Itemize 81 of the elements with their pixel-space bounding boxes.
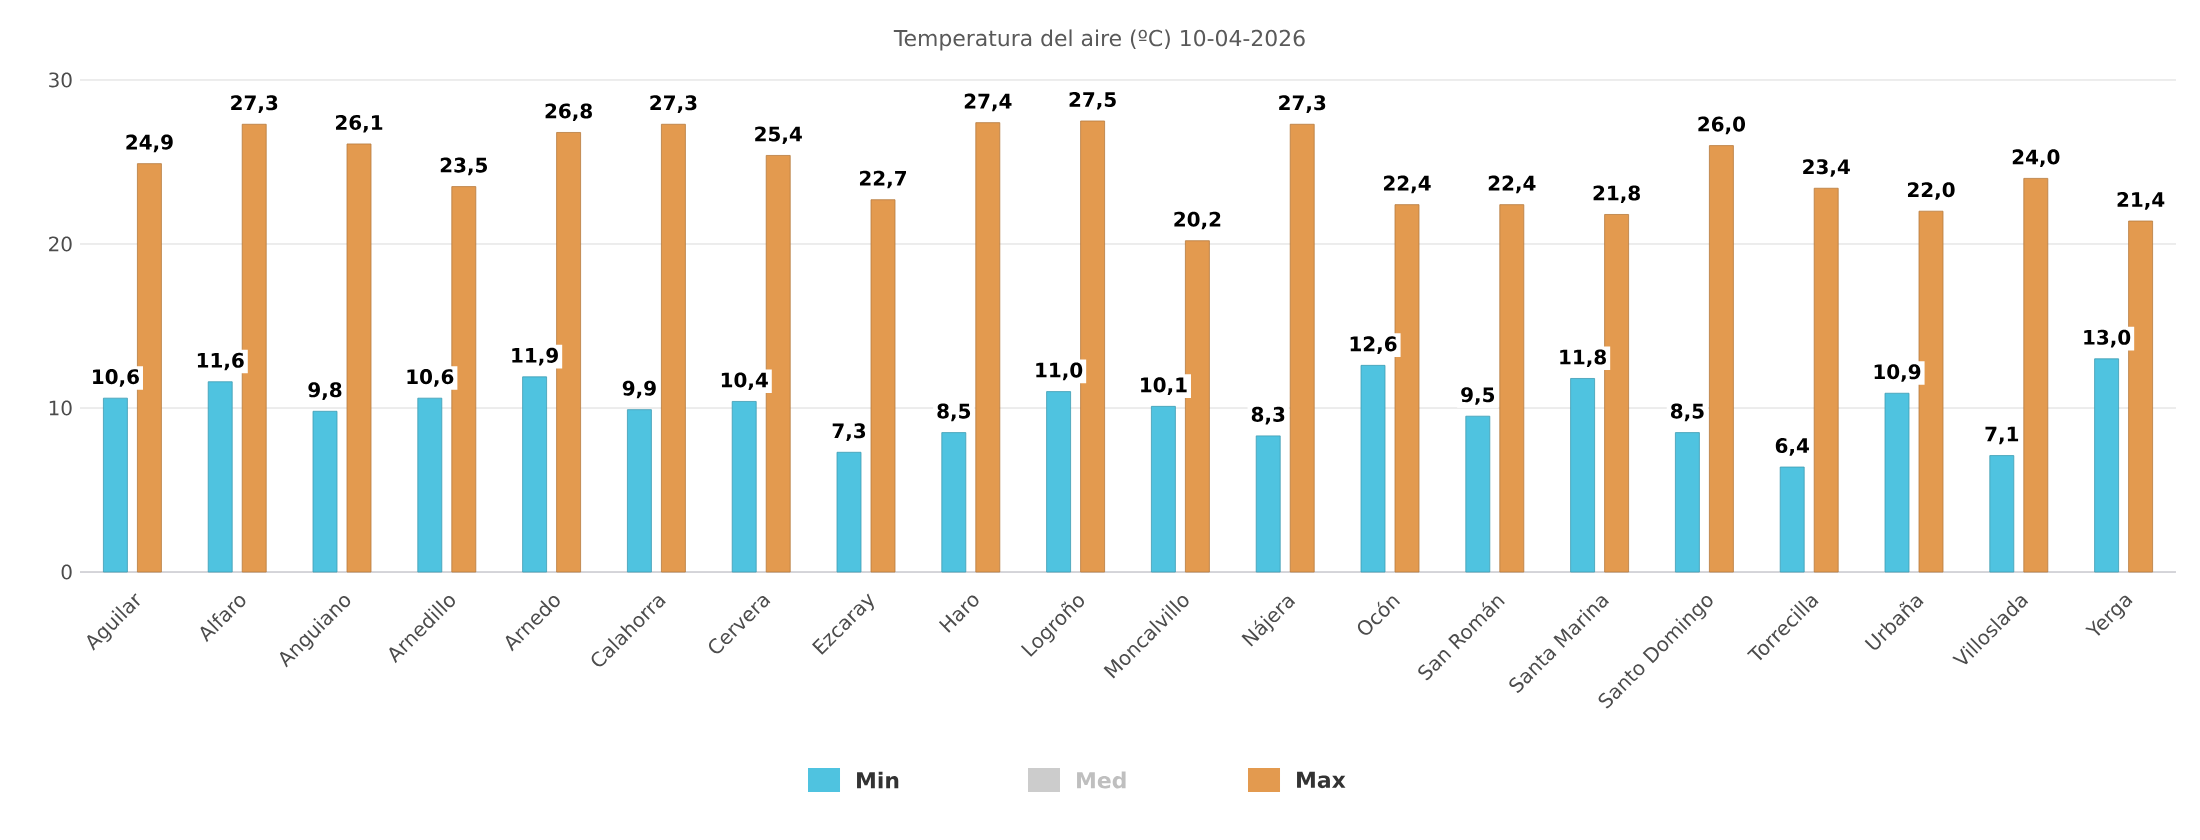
bar [137, 163, 162, 573]
data-label: 24,9 [126, 134, 173, 153]
y-tick-label: 20 [49, 236, 72, 252]
bar [346, 143, 372, 573]
data-label: 27,3 [1279, 95, 1326, 113]
bar [627, 409, 652, 573]
y-tick-label: 10 [49, 400, 72, 416]
bar [1709, 145, 1734, 573]
data-label: 26,8 [545, 103, 592, 122]
bar [941, 432, 967, 573]
data-label: 21,4 [2117, 191, 2165, 210]
legend-label: Med [1077, 771, 1126, 789]
data-label: 8,3 [1251, 406, 1285, 425]
bar [1255, 435, 1281, 573]
bar [2094, 358, 2119, 573]
bar [1046, 391, 1071, 573]
bar [1779, 466, 1805, 573]
data-label: 8,5 [937, 403, 971, 422]
data-label: 23,4 [1803, 159, 1850, 177]
bar [312, 410, 338, 573]
y-tick-label: 0 [61, 564, 72, 580]
data-label: 22,4 [1383, 175, 1431, 194]
data-label: 8,5 [1670, 403, 1704, 422]
bar [975, 122, 1001, 573]
bar [522, 376, 547, 573]
bar [207, 381, 233, 573]
bar [731, 401, 757, 573]
data-label: 23,5 [440, 157, 487, 176]
data-label: 7,1 [1985, 426, 2019, 445]
legend-label: Max [1297, 771, 1346, 789]
bar [1151, 405, 1176, 573]
data-label: 10,1 [1141, 377, 1187, 395]
data-label: 24,0 [2012, 149, 2060, 168]
data-label: 27,3 [650, 95, 697, 113]
bar [1884, 392, 1910, 573]
data-label: 11,8 [1560, 349, 1606, 368]
bar [1289, 123, 1315, 573]
bar [870, 199, 896, 573]
bar [1675, 432, 1700, 573]
data-label: 11,9 [512, 347, 558, 366]
bar [1465, 415, 1491, 573]
bar [556, 132, 581, 573]
bar [417, 397, 443, 573]
data-label: 6,4 [1775, 438, 1809, 456]
data-label: 11,6 [197, 352, 244, 371]
data-label: 9,5 [1461, 387, 1495, 405]
bar [1813, 187, 1839, 573]
legend-label: Min [857, 771, 899, 789]
bar [836, 451, 862, 573]
data-label: 9,8 [308, 382, 342, 400]
data-label: 21,8 [1593, 185, 1640, 204]
bar [103, 397, 128, 573]
data-label: 7,3 [832, 423, 866, 441]
bar [661, 123, 686, 573]
data-label: 22,7 [859, 170, 907, 189]
data-label: 22,4 [1488, 175, 1536, 194]
data-label: 22,0 [1907, 182, 1955, 200]
data-label: 10,6 [407, 369, 454, 387]
data-label: 12,6 [1350, 336, 1397, 354]
data-label: 10,6 [93, 369, 139, 387]
data-label: 13,0 [2084, 329, 2131, 348]
bar [2023, 178, 2049, 573]
y-tick-label: 30 [49, 72, 72, 88]
data-label: 10,4 [721, 372, 768, 391]
data-label: 27,5 [1069, 91, 1116, 110]
data-label: 9,9 [622, 380, 656, 399]
data-label: 26,0 [1698, 116, 1746, 135]
bar [1570, 378, 1595, 573]
data-label: 10,9 [1874, 364, 1921, 382]
data-label: 26,1 [335, 114, 383, 133]
bar [1989, 455, 2015, 573]
bar [1185, 240, 1210, 573]
data-label: 27,4 [964, 93, 1012, 112]
chart-title: Temperatura del aire (ºC) 10-04-2026 [893, 29, 1305, 51]
data-label: 27,3 [231, 95, 278, 113]
data-label: 11,0 [1036, 362, 1083, 381]
bar [1499, 204, 1525, 573]
bar [1360, 364, 1386, 573]
data-label: 25,4 [755, 126, 802, 145]
data-label: 20,2 [1174, 211, 1221, 230]
bar [1604, 214, 1629, 573]
